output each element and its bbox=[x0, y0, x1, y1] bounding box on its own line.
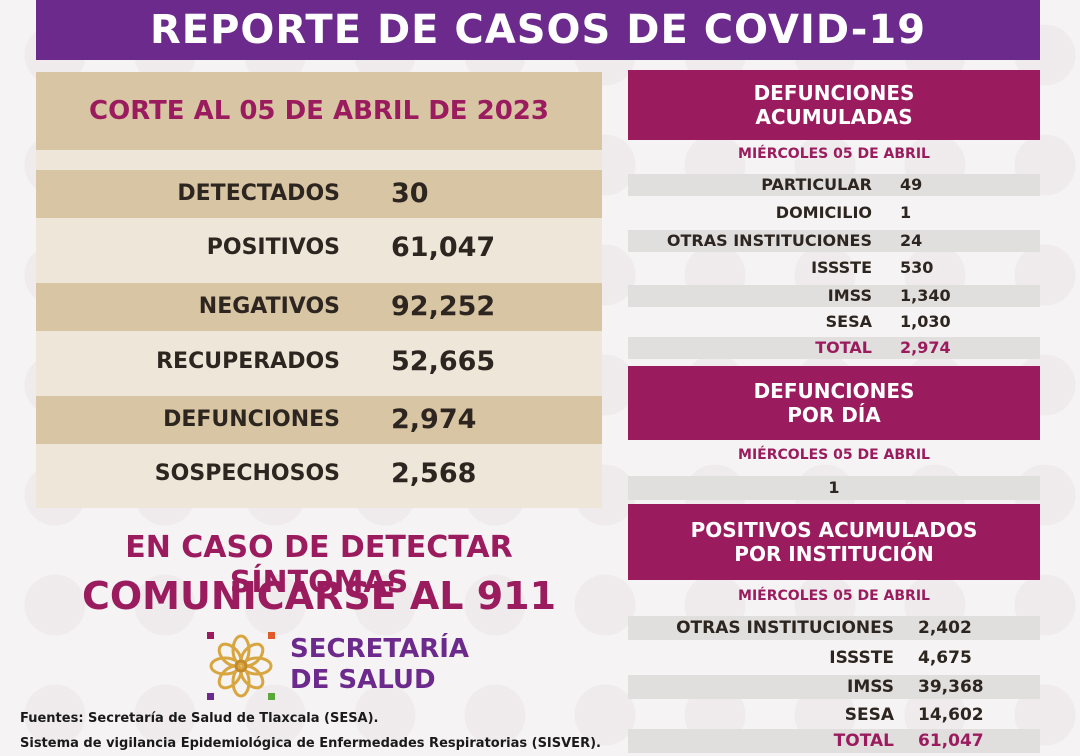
row-value: 2,402 bbox=[918, 618, 972, 638]
positivos-total-row: TOTAL 61,047 bbox=[628, 729, 1040, 753]
row-value: 1 bbox=[900, 203, 912, 222]
row-label: SESA bbox=[844, 705, 894, 725]
stat-value: 30 bbox=[391, 178, 429, 209]
row-label: OTRAS INSTITUCIONES bbox=[666, 231, 872, 250]
stat-row-negativos: NEGATIVOS 92,252 bbox=[36, 283, 602, 331]
row-label: IMSS bbox=[847, 677, 894, 697]
row-label: DOMICILIO bbox=[775, 203, 872, 222]
stat-label: NEGATIVOS bbox=[198, 294, 340, 319]
header-line: ACUMULADAS bbox=[755, 105, 913, 129]
positivos-institucion-header: POSITIVOS ACUMULADOS POR INSTITUCIÓN bbox=[628, 504, 1040, 580]
stat-row-detectados: DETECTADOS 30 bbox=[36, 170, 602, 218]
row-label: ISSSTE bbox=[829, 648, 894, 668]
row-value: 39,368 bbox=[918, 677, 984, 697]
header-line: DEFUNCIONES bbox=[753, 81, 915, 105]
defunciones-row: PARTICULAR 49 bbox=[628, 174, 1040, 196]
logo-line: DE SALUD bbox=[290, 665, 436, 695]
header-line: POSITIVOS ACUMULADOS bbox=[690, 518, 978, 542]
stat-label: DEFUNCIONES bbox=[163, 407, 340, 432]
positivos-row: SESA 14,602 bbox=[628, 703, 1040, 727]
defunciones-dia-date: MIÉRCOLES 05 DE ABRIL bbox=[738, 447, 930, 463]
defunciones-dia-value: 1 bbox=[628, 476, 1040, 500]
flower-logo-icon bbox=[205, 630, 277, 702]
row-value: 530 bbox=[900, 258, 934, 277]
header-line: DEFUNCIONES bbox=[753, 379, 915, 403]
stat-value: 52,665 bbox=[391, 346, 496, 377]
row-value: 1,030 bbox=[900, 312, 951, 331]
row-label: ISSSTE bbox=[811, 258, 872, 277]
row-value: 24 bbox=[900, 231, 923, 250]
stat-label: SOSPECHOSOS bbox=[154, 461, 340, 486]
stat-label: POSITIVOS bbox=[206, 235, 340, 260]
defunciones-acumuladas-date: MIÉRCOLES 05 DE ABRIL bbox=[738, 146, 930, 162]
total-value: 2,974 bbox=[900, 338, 951, 357]
source-note: Fuentes: Secretaría de Salud de Tlaxcala… bbox=[20, 711, 379, 726]
row-value: 49 bbox=[900, 175, 923, 194]
row-label: IMSS bbox=[827, 286, 872, 305]
defunciones-acumuladas-header: DEFUNCIONES ACUMULADAS bbox=[628, 70, 1040, 140]
row-label: SESA bbox=[825, 312, 872, 331]
stat-value: 2,974 bbox=[391, 404, 477, 435]
defunciones-dia-header: DEFUNCIONES POR DÍA bbox=[628, 366, 1040, 440]
stat-value: 92,252 bbox=[391, 291, 496, 322]
row-label: OTRAS INSTITUCIONES bbox=[676, 618, 894, 638]
stat-row-defunciones: DEFUNCIONES 2,974 bbox=[36, 396, 602, 444]
header-line: POR DÍA bbox=[787, 403, 881, 427]
defunciones-row: DOMICILIO 1 bbox=[628, 202, 1040, 224]
positivos-institucion-date: MIÉRCOLES 05 DE ABRIL bbox=[738, 588, 930, 604]
stat-row-recuperados: RECUPERADOS 52,665 bbox=[36, 338, 602, 386]
call-911-notice: COMUNICARSE AL 911 bbox=[81, 574, 557, 618]
row-value: 1,340 bbox=[900, 286, 951, 305]
defunciones-row: IMSS 1,340 bbox=[628, 285, 1040, 307]
row-label: PARTICULAR bbox=[761, 175, 872, 194]
source-note: Sistema de vigilancia Epidemiológica de … bbox=[20, 736, 601, 751]
stat-value: 2,568 bbox=[391, 458, 477, 489]
logo-line: SECRETARÍA bbox=[290, 634, 470, 664]
stat-value: 61,047 bbox=[391, 232, 496, 263]
positivos-row: OTRAS INSTITUCIONES 2,402 bbox=[628, 616, 1040, 640]
total-label: TOTAL bbox=[815, 338, 872, 357]
defunciones-total-row: TOTAL 2,974 bbox=[628, 337, 1040, 359]
cutoff-date: CORTE AL 05 DE ABRIL DE 2023 bbox=[36, 72, 602, 150]
stat-label: DETECTADOS bbox=[177, 181, 340, 206]
stat-row-sospechosos: SOSPECHOSOS 2,568 bbox=[36, 450, 602, 498]
stat-label: RECUPERADOS bbox=[156, 349, 340, 374]
stat-row-positivos: POSITIVOS 61,047 bbox=[36, 224, 602, 272]
symptom-warning: EN CASO DE DETECTAR SÍNTOMAS bbox=[125, 530, 513, 600]
row-value: 4,675 bbox=[918, 648, 972, 668]
summary-panel: CORTE AL 05 DE ABRIL DE 2023 DETECTADOS … bbox=[36, 72, 602, 508]
report-title: REPORTE DE CASOS DE COVID-19 bbox=[36, 0, 1040, 60]
defunciones-row: OTRAS INSTITUCIONES 24 bbox=[628, 230, 1040, 252]
positivos-row: IMSS 39,368 bbox=[628, 675, 1040, 699]
defunciones-row: SESA 1,030 bbox=[628, 311, 1040, 333]
secretaria-salud-logo-text: SECRETARÍA DE SALUD bbox=[290, 634, 469, 696]
row-value: 14,602 bbox=[918, 705, 984, 725]
defunciones-row: ISSSTE 530 bbox=[628, 257, 1040, 279]
positivos-row: ISSSTE 4,675 bbox=[628, 646, 1040, 670]
total-value: 61,047 bbox=[918, 731, 984, 751]
header-line: POR INSTITUCIÓN bbox=[734, 542, 934, 566]
total-label: TOTAL bbox=[833, 731, 894, 751]
